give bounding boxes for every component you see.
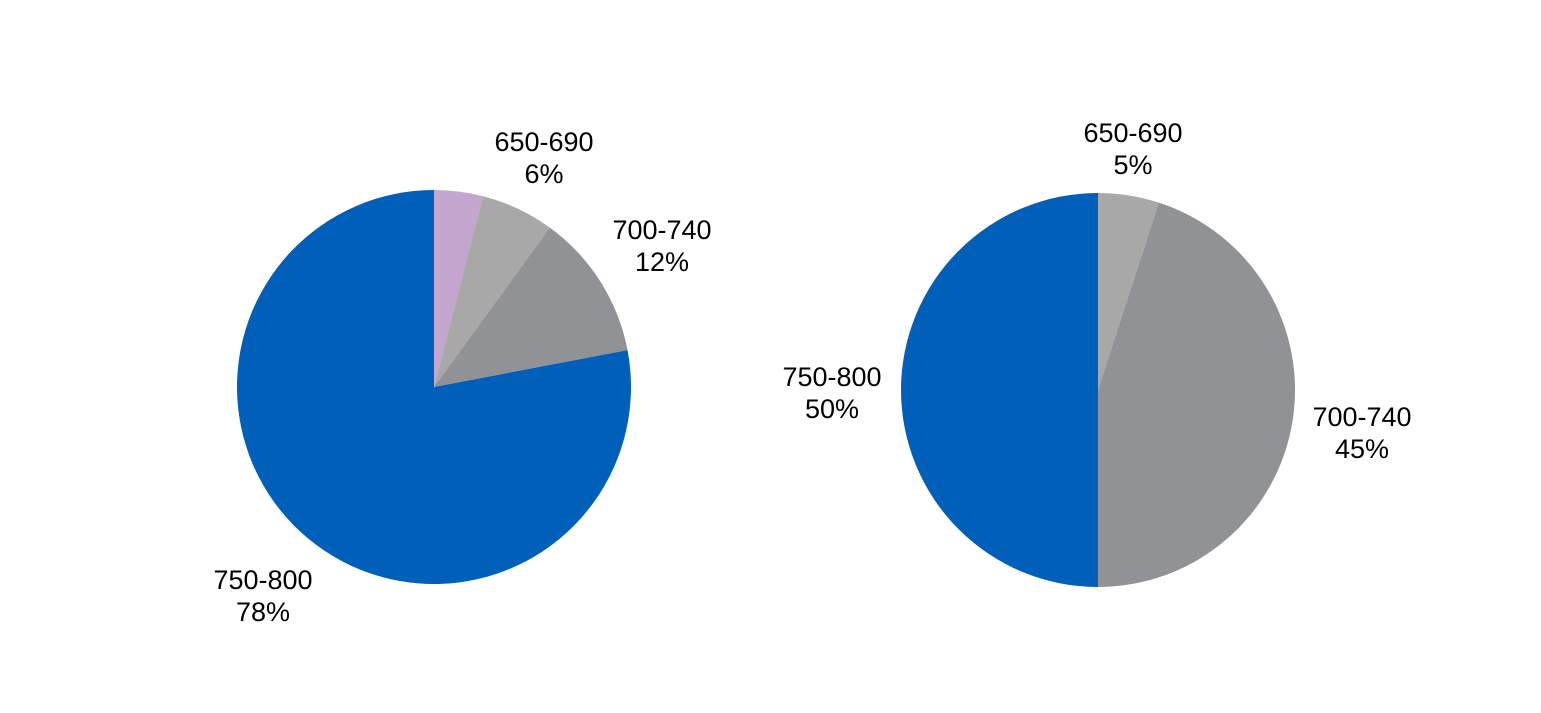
pie-slice-unlabeled [434, 190, 483, 387]
slice-range-text: 700-740 [612, 215, 712, 245]
slice-range-text: 650-690 [494, 127, 594, 157]
slice-percent-text: 5% [1113, 150, 1153, 180]
pie-slice-750-800 [901, 193, 1098, 587]
right-pie-label-700-740: 700-740 45% [1312, 401, 1411, 465]
right-pie-label-650-690: 650-690 5% [1083, 117, 1182, 181]
pie-slice-750-800 [237, 190, 631, 584]
slice-range-text: 700-740 [1312, 402, 1412, 432]
pie-slice-650-690 [434, 196, 550, 387]
slice-percent-text: 78% [235, 597, 291, 627]
slice-range-text: 650-690 [1083, 118, 1183, 148]
right-pie-label-750-800: 750-800 50% [782, 361, 881, 425]
slice-percent-text: 45% [1334, 434, 1390, 464]
slice-percent-text: 6% [524, 159, 564, 189]
pie-slice-700-740 [1098, 202, 1295, 587]
left-pie-label-700-740: 700-740 12% [612, 214, 711, 278]
slice-percent-text: 12% [634, 247, 690, 277]
slice-range-text: 750-800 [213, 565, 313, 595]
slice-percent-text: 50% [804, 394, 860, 424]
left-pie-chart [237, 190, 631, 584]
slice-range-text: 750-800 [782, 362, 882, 392]
right-pie-chart [901, 193, 1295, 587]
pie-slice-650-690 [1098, 193, 1159, 390]
pie-slice-700-740 [434, 227, 628, 387]
left-pie-label-650-690: 650-690 6% [494, 126, 593, 190]
left-pie-label-750-800: 750-800 78% [213, 564, 312, 628]
